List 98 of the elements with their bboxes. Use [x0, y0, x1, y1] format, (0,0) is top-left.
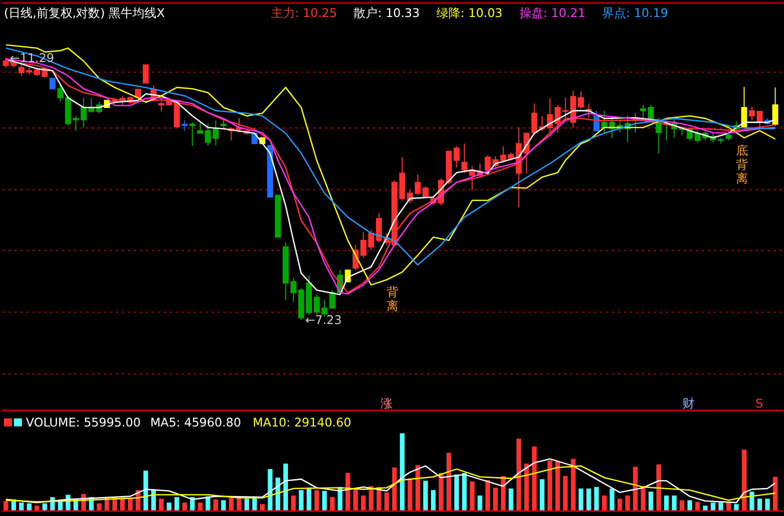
candlestick — [189, 122, 196, 147]
bar — [493, 488, 498, 512]
bar — [462, 472, 467, 512]
annotation: 财 — [682, 396, 694, 410]
chart-title: (日线,前复权,对数) 黑牛均线X — [4, 6, 165, 20]
bar — [314, 490, 320, 512]
bar — [664, 496, 669, 512]
bar — [353, 489, 358, 512]
bar — [392, 468, 397, 512]
bar — [158, 498, 164, 512]
bar — [625, 496, 630, 512]
bar — [4, 500, 8, 512]
candlestick — [414, 174, 421, 196]
bar — [291, 496, 296, 512]
bar — [742, 450, 746, 512]
bar — [633, 466, 638, 512]
bar — [206, 496, 210, 512]
bar — [485, 480, 490, 512]
text: MA10: 29140.60 — [252, 415, 352, 430]
candlestick — [182, 120, 188, 132]
bar — [384, 492, 389, 512]
bar — [508, 488, 514, 512]
bar — [555, 461, 560, 512]
bar — [446, 452, 452, 512]
bar — [586, 488, 592, 512]
bar — [415, 465, 420, 512]
bar — [423, 480, 428, 512]
bar — [548, 460, 552, 512]
bar — [594, 486, 599, 512]
bar — [648, 492, 654, 512]
legend-label: VOLUME: 55995.00 — [26, 415, 141, 430]
annotation: ←7.23 — [305, 312, 342, 327]
candlestick — [726, 130, 732, 141]
text: 主力: 10.25 — [270, 6, 337, 20]
bar — [570, 458, 576, 512]
candlestick — [197, 122, 204, 134]
bar — [166, 502, 172, 512]
text: 散户: 10.33 — [354, 6, 420, 20]
bar — [322, 490, 327, 512]
candlestick — [741, 86, 748, 128]
candlestick — [484, 154, 491, 174]
bar — [306, 488, 312, 512]
bar — [610, 488, 614, 512]
bar — [244, 498, 250, 512]
bar — [516, 438, 522, 512]
bar — [757, 498, 762, 512]
candlestick — [578, 90, 584, 110]
candlestick — [142, 64, 149, 84]
bar — [672, 496, 677, 512]
text: MA5: 45960.80 — [150, 415, 242, 430]
bar — [330, 497, 335, 512]
bar — [578, 488, 584, 512]
bar — [687, 500, 692, 512]
bar — [680, 500, 684, 512]
bar — [182, 502, 187, 512]
bar — [198, 502, 202, 512]
bar — [430, 490, 436, 512]
bar — [151, 490, 156, 512]
bar — [470, 482, 474, 512]
candlestick — [422, 186, 429, 199]
annotation: 底背离 — [736, 143, 748, 186]
annotation: 涨 — [380, 396, 393, 410]
bar — [750, 492, 754, 512]
bar — [718, 502, 724, 512]
bar — [19, 502, 24, 512]
bar — [221, 500, 226, 512]
bar — [283, 464, 288, 512]
bar — [478, 496, 482, 512]
bar — [34, 506, 40, 512]
candlestick — [640, 104, 646, 119]
bar — [524, 464, 529, 512]
bar — [540, 479, 544, 512]
text: 界点: 10.19 — [602, 6, 668, 20]
bar — [765, 498, 770, 512]
bar — [695, 502, 700, 512]
bar — [710, 502, 716, 512]
annotation: S — [755, 396, 763, 410]
bar — [213, 499, 218, 512]
bar — [298, 490, 304, 512]
candlestick — [500, 146, 506, 163]
bar — [617, 498, 622, 512]
bar — [400, 433, 405, 512]
bar — [563, 476, 568, 512]
bar — [602, 496, 607, 512]
bar — [438, 472, 444, 512]
candlestick — [220, 119, 226, 130]
text: 操盘: 10.21 — [519, 6, 586, 20]
candlestick — [772, 86, 778, 126]
text: 绿降: 10.03 — [436, 6, 503, 20]
candlestick — [648, 104, 654, 121]
bar — [174, 497, 180, 512]
bar — [772, 476, 778, 512]
bar — [408, 479, 412, 512]
bar — [120, 498, 125, 512]
bar — [454, 474, 459, 512]
annotation: 背离 — [386, 284, 398, 313]
bar — [361, 496, 366, 512]
bar — [532, 446, 537, 512]
